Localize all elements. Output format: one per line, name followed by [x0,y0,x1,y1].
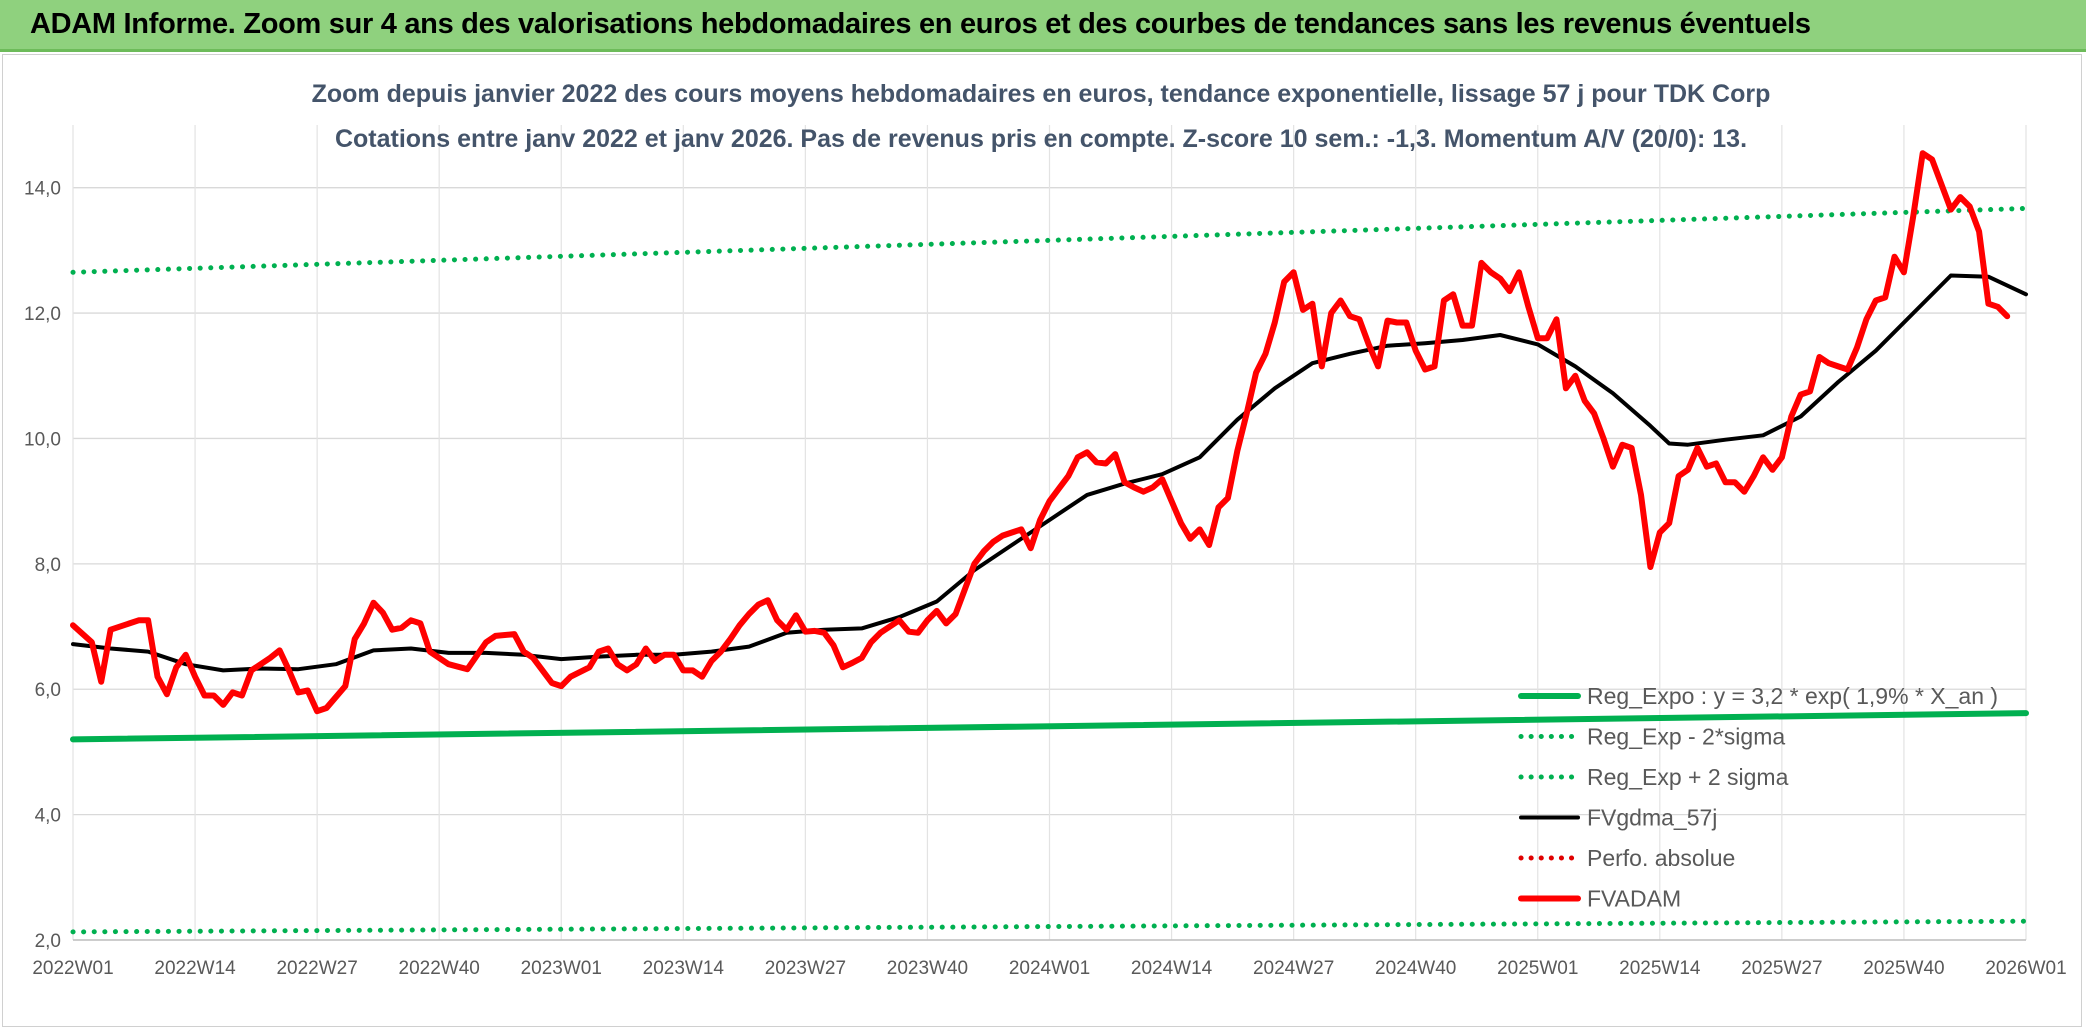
x-tick-label: 2026W01 [1985,958,2066,979]
y-tick-label: 4,0 [35,806,61,827]
y-tick-label: 14,0 [24,179,61,200]
report-title: ADAM Informe. Zoom sur 4 ans des valoris… [30,8,1811,40]
grid-lines [72,125,2027,941]
chart-title: Zoom depuis janvier 2022 des cours moyen… [312,80,1771,108]
x-tick-label: 2024W40 [1375,958,1456,979]
x-tick-label: 2022W01 [32,958,113,979]
x-tick-label: 2023W01 [521,958,602,979]
legend-label-fvgdma-57j: FVgdma_57j [1587,805,1717,831]
line-chart: Zoom depuis janvier 2022 des cours moyen… [24,80,2067,979]
y-tick-label: 8,0 [35,555,61,576]
x-tick-label: 2022W27 [276,958,357,979]
legend-label-reg-exp-2-sigma: Reg_Exp + 2 sigma [1587,764,1789,790]
x-tick-label: 2023W40 [887,958,968,979]
x-tick-label: 2025W27 [1741,958,1822,979]
y-tick-label: 10,0 [24,429,61,450]
x-tick-label: 2023W14 [643,958,725,979]
legend-label-reg-expo-y-3-2-exp-1-9-x-an: Reg_Expo : y = 3,2 * exp( 1,9% * X_an ) [1587,683,1998,709]
x-tick-label: 2024W14 [1131,958,1213,979]
x-tick-label: 2022W40 [399,958,480,979]
x-tick-label: 2024W01 [1009,958,1090,979]
legend-label-reg-exp-2-sigma: Reg_Exp - 2*sigma [1587,724,1785,750]
series-line-reg-exp-2-sigma [70,918,2029,935]
chart-subtitle: Cotations entre janv 2022 et janv 2026. … [335,125,1747,153]
legend-label-fvadam: FVADAM [1587,886,1681,912]
x-tick-label: 2022W14 [154,958,236,979]
x-axis-ticks: 2022W01 2022W14 2022W27 2022W40 2023W01 2023W… [32,958,2066,979]
series-line-fvadam [70,150,2011,715]
y-axis-ticks: 2,0 4,0 6,0 8,0 10,0 12,0 14,0 [24,179,61,952]
x-tick-label: 2024W27 [1253,958,1334,979]
series-group [70,150,2029,935]
y-tick-label: 12,0 [24,304,61,325]
x-tick-label: 2025W14 [1619,958,1701,979]
report-banner: ADAM Informe. Zoom sur 4 ans des valoris… [0,0,2086,52]
x-tick-label: 2023W27 [765,958,846,979]
x-tick-label: 2025W01 [1497,958,1578,979]
y-tick-label: 6,0 [35,680,61,701]
legend-label-perfo-absolue: Perfo. absolue [1587,845,1735,871]
x-tick-label: 2025W40 [1863,958,1944,979]
series-line-reg-exp-2-sigma [70,205,2029,275]
y-tick-label: 2,0 [35,931,61,952]
legend: Reg_Expo : y = 3,2 * exp( 1,9% * X_an ) R… [1518,683,1998,912]
series-line-reg-expo-y-3-2-exp-1-9-x-an [70,710,2029,743]
series-line-fvgdma-57j [71,273,2028,673]
chart-frame: Zoom depuis janvier 2022 des cours moyen… [2,54,2082,1027]
